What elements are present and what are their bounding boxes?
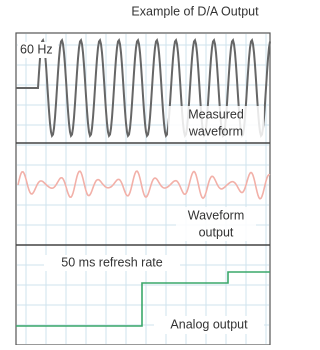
- diagram: Example of D/A Output 60 Hz Measured wav…: [0, 0, 277, 345]
- panel-tag: 60 Hz: [20, 42, 53, 56]
- panel-label: output: [199, 225, 234, 239]
- title: Example of D/A Output: [131, 4, 259, 18]
- panel-tag: 50 ms refresh rate: [61, 255, 162, 269]
- panel-label: Waveform: [188, 208, 245, 222]
- panel-label: waveform: [188, 124, 243, 138]
- panel-label: Analog output: [170, 317, 248, 331]
- panel-label: Measured: [188, 107, 244, 121]
